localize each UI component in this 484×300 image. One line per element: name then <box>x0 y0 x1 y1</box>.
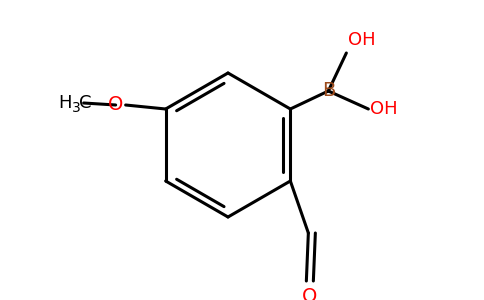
Text: H: H <box>58 94 72 112</box>
Text: B: B <box>322 82 335 100</box>
Text: 3: 3 <box>72 101 80 115</box>
Text: O: O <box>302 287 317 300</box>
Text: OH: OH <box>370 100 398 118</box>
Text: OH: OH <box>348 31 376 49</box>
Text: O: O <box>108 95 123 115</box>
Text: C: C <box>78 94 91 112</box>
